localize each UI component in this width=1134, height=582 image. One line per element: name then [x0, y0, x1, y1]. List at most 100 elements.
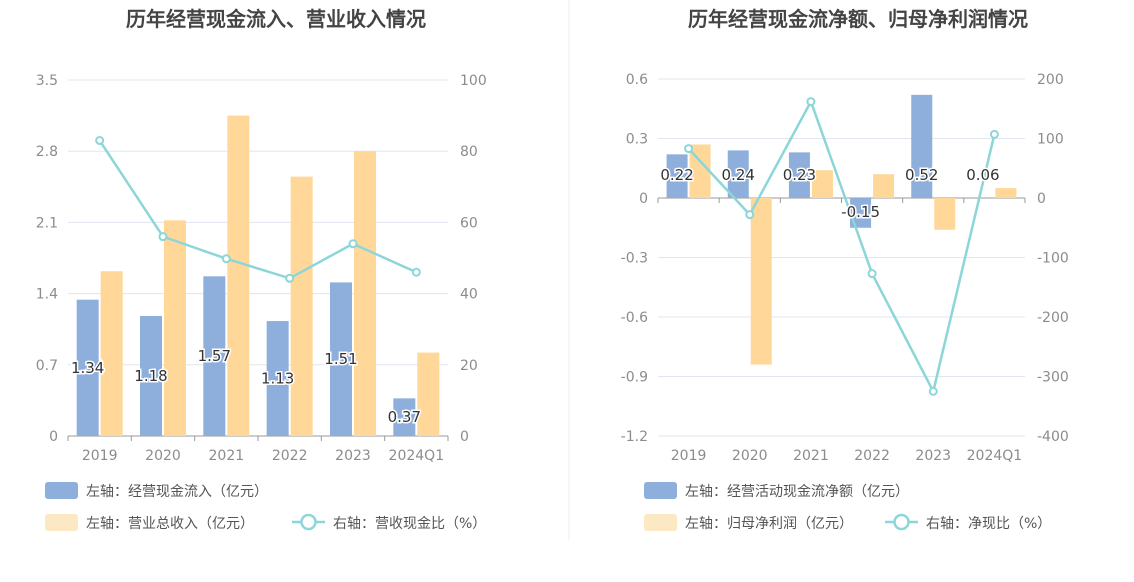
bar-data-label: 1.51	[324, 350, 357, 368]
bar-data-label: 0.24	[722, 166, 755, 184]
right-axis-tick: 0	[1037, 191, 1046, 207]
legend-swatch-point	[893, 513, 910, 531]
legend-label: 左轴：经营活动现金流净额（亿元）	[685, 484, 909, 500]
left-axis-tick: 2.8	[36, 144, 58, 160]
bar-data-label: -0.15	[841, 203, 880, 221]
legend-swatch-point	[300, 513, 317, 531]
line-point	[95, 136, 105, 146]
chart-title: 历年经营现金流净额、归母净利润情况	[688, 7, 1028, 31]
legend-swatch-bar-primary	[45, 482, 78, 499]
bar-data-label: 0.06	[966, 166, 999, 184]
right-axis-tick: -100	[1037, 251, 1069, 267]
bar-data-label: 0.52	[905, 166, 938, 184]
bar-primary	[76, 299, 99, 436]
chart-1: 历年经营现金流入、营业收入情况 0 0.7 1.4 2.1 2.8 3.5 0 20 40 60 80…	[36, 7, 487, 532]
left-axis-tick: -0.9	[621, 370, 648, 386]
bar-primary	[727, 150, 749, 198]
bar-secondary	[164, 220, 186, 436]
x-axis-label: 2022	[272, 448, 308, 464]
bar-data-label: 0.37	[388, 408, 421, 426]
x-axis-label: 2019	[82, 448, 118, 464]
bar-secondary	[811, 170, 833, 198]
legend-swatch-bar-secondary	[45, 514, 78, 531]
x-axis-label: 2024Q1	[967, 448, 1023, 464]
line-point	[158, 232, 168, 242]
bar-primary	[203, 276, 226, 436]
line-series	[98, 139, 417, 280]
bar-data-label: 1.57	[198, 347, 231, 365]
bar-secondary	[750, 198, 772, 365]
left-axis-tick: -0.6	[621, 310, 648, 326]
left-axis-tick: 2.1	[36, 215, 58, 231]
line-series	[687, 98, 996, 395]
legend-label: 左轴：归母净利润（亿元）	[685, 515, 853, 532]
right-axis-tick: 100	[1037, 132, 1064, 148]
left-axis-tick: 0	[639, 191, 648, 207]
legend-label: 右轴：营收现金比（%）	[333, 516, 486, 532]
bar-data-label: 1.18	[134, 367, 167, 385]
line-point	[745, 210, 755, 220]
line-point	[867, 269, 877, 279]
bar-secondary	[290, 176, 313, 436]
chart-legend: 左轴：经营活动现金流净额（亿元） 左轴：归母净利润（亿元） 右轴：净现比（%）	[644, 482, 1051, 532]
right-axis-tick: -200	[1037, 310, 1069, 326]
bar-secondary	[689, 144, 711, 198]
x-axis-label: 2021	[209, 448, 245, 464]
bar-primary	[393, 398, 416, 436]
chart-title: 历年经营现金流入、营业收入情况	[126, 7, 426, 31]
line-point	[684, 144, 694, 154]
bar-primary	[788, 152, 810, 198]
line-point	[806, 97, 816, 107]
x-axis-label: 2021	[793, 448, 829, 464]
left-axis-tick: 0.3	[626, 132, 648, 148]
bar-primary	[911, 94, 933, 198]
right-axis-tick: 40	[460, 287, 478, 303]
legend-swatch-bar-secondary	[644, 514, 677, 531]
bar-secondary	[873, 174, 895, 198]
right-axis-tick: 0	[460, 429, 469, 445]
right-axis-tick: 100	[460, 73, 487, 89]
bar-primary	[140, 315, 162, 436]
bar-primary	[330, 282, 352, 436]
right-axis-tick: 200	[1037, 72, 1064, 88]
bar-data-label: 0.23	[783, 166, 816, 184]
bar-primary	[666, 154, 688, 198]
legend-label: 右轴：净现比（%）	[926, 516, 1051, 532]
right-axis-tick: -300	[1037, 370, 1069, 386]
x-axis-label: 2020	[732, 448, 768, 464]
x-axis-label: 2022	[854, 448, 890, 464]
left-axis-tick: 0.7	[36, 358, 58, 374]
bar-secondary	[227, 115, 250, 436]
chart-2: 历年经营现金流净额、归母净利润情况 -1.2 -0.9 -0.6 -0.3 0 0.3 0.6…	[621, 7, 1069, 532]
right-axis-tick: 20	[460, 358, 478, 374]
right-axis-tick: 80	[460, 144, 478, 160]
bar-secondary	[934, 198, 956, 230]
x-axis-label: 2020	[145, 448, 181, 464]
x-axis-label: 2023	[335, 448, 371, 464]
legend-label: 左轴：经营现金流入（亿元）	[86, 484, 268, 500]
bar-primary	[850, 198, 872, 228]
x-axis-label: 2024Q1	[389, 448, 445, 464]
bar-data-label: 1.13	[261, 370, 294, 388]
left-axis-tick: 1.4	[36, 287, 58, 303]
line-point	[285, 273, 295, 283]
right-axis-tick: 60	[460, 215, 478, 231]
left-axis-tick: 0	[49, 429, 58, 445]
bar-secondary	[100, 271, 123, 436]
left-axis-tick: -0.3	[621, 251, 648, 267]
x-axis-label: 2023	[915, 448, 951, 464]
x-axis-label: 2019	[671, 448, 707, 464]
line-point	[221, 254, 231, 264]
line-point	[928, 386, 938, 396]
legend-swatch-bar-primary	[644, 482, 677, 499]
line-point	[989, 129, 999, 139]
left-axis-tick: 0.6	[626, 72, 648, 88]
bar-primary	[266, 321, 289, 436]
bar-secondary	[417, 352, 440, 436]
bar-secondary	[995, 188, 1017, 198]
legend-label: 左轴：营业总收入（亿元）	[86, 516, 254, 532]
bar-data-label: 0.22	[660, 166, 693, 184]
bar-secondary	[354, 151, 376, 436]
